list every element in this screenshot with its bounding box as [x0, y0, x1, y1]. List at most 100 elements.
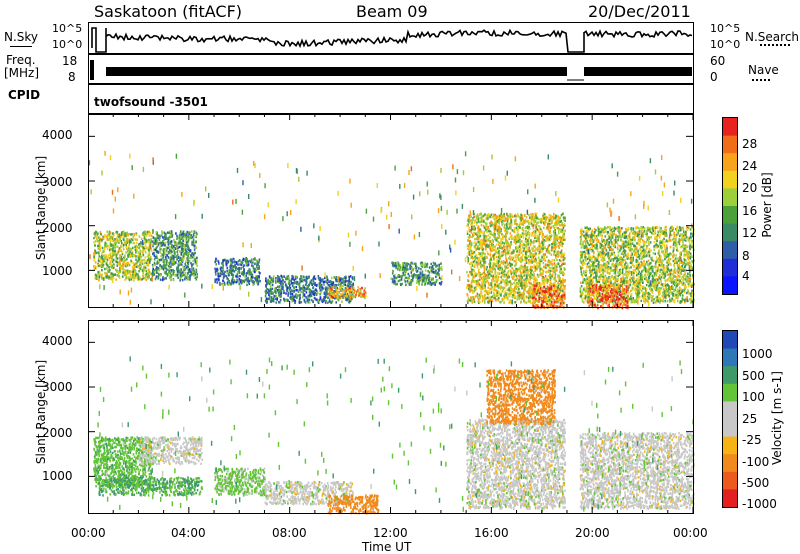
- scatter-cell: [561, 293, 563, 297]
- scatter-cell: [165, 262, 168, 265]
- scatter-cell: [401, 268, 404, 272]
- scatter-cell: [349, 282, 351, 285]
- scatter-cell: [231, 273, 234, 276]
- scatter-cell: [102, 278, 105, 281]
- scatter-cell: [272, 300, 275, 303]
- scatter-cell: [530, 239, 532, 242]
- scatter-cell: [541, 230, 543, 233]
- scatter-cell: [129, 253, 132, 256]
- scatter-cell: [515, 270, 517, 273]
- scatter-cell: [434, 283, 436, 286]
- scatter-cell: [560, 252, 563, 255]
- scatter-cell: [554, 223, 556, 226]
- scatter-cell: [220, 272, 223, 276]
- scatter-cell: [259, 272, 261, 275]
- scatter-cell: [345, 275, 347, 278]
- scatter-cell: [486, 227, 489, 230]
- scatter-cell: [533, 280, 535, 283]
- scatter-cell: [279, 278, 281, 281]
- scatter-cell: [99, 244, 102, 247]
- scatter-cell: [114, 252, 116, 255]
- scatter-cell: [428, 274, 430, 277]
- scatter-cell: [527, 271, 529, 274]
- scatter-cell: [553, 269, 556, 272]
- scatter-cell: [335, 284, 337, 288]
- scatter-cell: [482, 224, 485, 228]
- scatter-cell: [168, 267, 171, 270]
- scatter-cell: [322, 287, 325, 290]
- scatter-cell: [194, 276, 197, 280]
- scatter-cell: [557, 215, 559, 218]
- scatter-cell: [111, 258, 113, 262]
- scatter-cell: [292, 286, 295, 289]
- scatter-cell: [147, 277, 149, 280]
- scatter-cell: [418, 274, 421, 277]
- scatter-cell: [312, 300, 314, 303]
- scatter-cell: [534, 247, 537, 250]
- scatter-cell: [339, 279, 342, 282]
- scatter-cell: [133, 267, 135, 270]
- scatter-cell: [240, 260, 243, 264]
- scatter-cell: [324, 296, 326, 299]
- scatter-cell: [563, 254, 565, 257]
- scatter-cell: [246, 258, 248, 262]
- scatter-cell: [487, 217, 489, 220]
- scatter-cell: [94, 244, 96, 247]
- scatter-cell: [134, 276, 136, 280]
- scatter-cell: [520, 213, 522, 216]
- scatter-cell: [423, 264, 426, 267]
- scatter-cell: [161, 265, 163, 268]
- scatter-cell: [553, 212, 555, 216]
- scatter-cell: [238, 270, 240, 273]
- scatter-cell: [155, 231, 158, 234]
- scatter-cell: [550, 295, 552, 298]
- scatter-cell: [514, 213, 517, 217]
- scatter-cell: [145, 238, 147, 241]
- scatter-cell: [438, 269, 440, 272]
- scatter-cell: [405, 268, 408, 271]
- scatter-cell: [313, 276, 315, 279]
- scatter-cell: [474, 289, 477, 292]
- scatter-cell: [224, 270, 226, 274]
- scatter-cell: [398, 263, 400, 267]
- scatter-cell: [216, 267, 218, 271]
- scatter-cell: [335, 290, 338, 294]
- scatter-cell: [427, 270, 429, 273]
- scatter-cell: [331, 300, 334, 303]
- scatter-cell: [247, 281, 250, 284]
- scatter-cell: [535, 264, 538, 268]
- scatter-cell: [479, 271, 481, 275]
- scatter-cell: [109, 254, 111, 257]
- scatter-cell: [275, 277, 277, 280]
- scatter-cell: [142, 272, 144, 275]
- scatter-cell: [538, 243, 540, 246]
- scatter-cell: [394, 280, 397, 283]
- scatter-cell: [146, 272, 148, 275]
- scatter-cell: [559, 240, 562, 243]
- scatter-cell: [476, 244, 478, 248]
- scatter-cell: [467, 218, 469, 221]
- scatter-cell: [335, 286, 337, 289]
- scatter-cell: [474, 263, 476, 266]
- scatter-cell: [186, 274, 189, 277]
- scatter-cell: [109, 239, 112, 243]
- scatter-cell: [501, 251, 503, 254]
- scatter-cell: [352, 283, 355, 287]
- scatter-cell: [557, 297, 560, 300]
- scatter-cell: [507, 245, 510, 248]
- scatter-cell: [472, 233, 474, 236]
- scatter-cell: [226, 261, 229, 264]
- scatter-cell: [251, 273, 254, 276]
- scatter-cell: [111, 263, 113, 266]
- scatter-cell: [552, 240, 555, 243]
- scatter-cell: [266, 282, 268, 286]
- scatter-cell: [504, 238, 507, 242]
- scatter-cell: [101, 254, 103, 258]
- scatter-cell: [184, 276, 187, 279]
- scatter-cell: [416, 270, 418, 273]
- scatter-cell: [158, 273, 160, 277]
- scatter-cell: [503, 215, 506, 218]
- scatter-cell: [172, 268, 174, 272]
- scatter-cell: [254, 277, 256, 280]
- scatter-cell: [293, 295, 295, 299]
